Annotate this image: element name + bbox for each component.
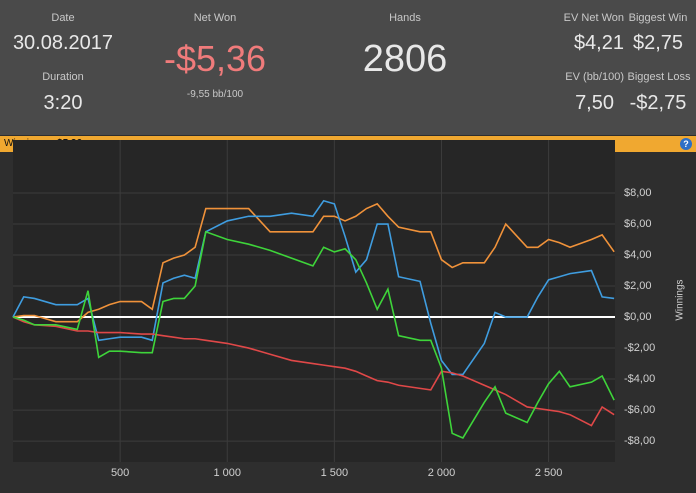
- x-tick-label: 2 000: [428, 467, 456, 479]
- y-tick-label: $4,00: [624, 249, 652, 261]
- y-tick-label: -$2,00: [624, 342, 655, 354]
- plot-area: [13, 140, 615, 462]
- stat-value: -$2,75: [629, 92, 687, 114]
- series-line: [12, 230, 615, 439]
- y-tick-label: $2,00: [624, 280, 652, 292]
- x-tick-label: 1 000: [213, 467, 241, 479]
- series-line: [12, 202, 615, 323]
- stat-value: 30.08.2017: [12, 32, 114, 54]
- stat-label: EV (bb/100): [565, 71, 624, 83]
- stat-value: 3:20: [43, 92, 83, 114]
- y-tick-label: -$4,00: [624, 373, 655, 385]
- hands: 2806: [362, 38, 448, 80]
- stat-value: 7,50: [575, 92, 614, 114]
- stat-label: Date: [51, 12, 75, 24]
- stat-label: Biggest Loss: [627, 71, 691, 83]
- y-tick-label: $8,00: [624, 187, 652, 199]
- y-tick-label: $6,00: [624, 218, 652, 230]
- series-line: [12, 199, 615, 376]
- stats-header: Date 30.08.2017 Duration 3:20 Net Won -$…: [0, 0, 696, 135]
- stat-value: $2,75: [632, 32, 684, 54]
- y-tick-label: $0,00: [624, 311, 652, 323]
- stat-label: Net Won: [193, 12, 237, 24]
- net-won: -$5,36: [163, 38, 267, 79]
- y-axis-label: Winnings: [675, 279, 686, 320]
- help-button[interactable]: ?: [680, 138, 692, 150]
- stat-value: $4,21: [573, 32, 624, 54]
- stat-value: -9,55 bb/100: [186, 89, 244, 100]
- series-line: [12, 316, 615, 427]
- stat-label: Biggest Win: [628, 12, 688, 24]
- x-tick-label: 2 500: [535, 467, 563, 479]
- x-tick-label: 1 500: [321, 467, 349, 479]
- stat-label: Duration: [42, 71, 84, 83]
- y-tick-label: -$6,00: [624, 404, 655, 416]
- stat-label: Hands: [389, 12, 421, 24]
- y-tick-label: -$8,00: [624, 435, 655, 447]
- stat-label: EV Net Won: [563, 12, 624, 24]
- x-tick-label: 500: [111, 467, 129, 479]
